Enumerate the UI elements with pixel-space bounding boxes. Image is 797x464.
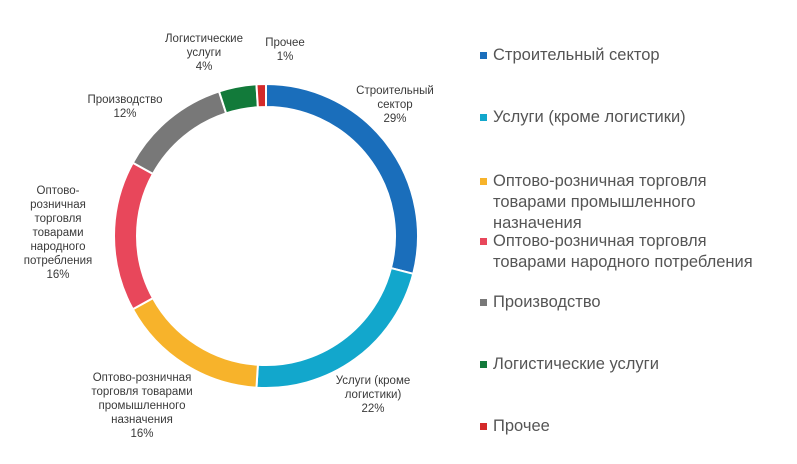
data-label-услуги-кроме-логистики: Услуги (кроме логистики) 22%	[336, 375, 411, 415]
legend-label: Производство	[493, 293, 601, 311]
donut-slices	[113, 82, 419, 389]
data-label-прочее: Прочее 1%	[265, 37, 305, 63]
legend-item-производство: Производство	[480, 293, 601, 311]
legend-label: Строительный сектор	[493, 46, 660, 64]
slice-прочее	[255, 82, 267, 109]
legend-label: Прочее	[493, 417, 550, 435]
legend-item-оптово-розничная-торговля-товарами-промышленного-назначения: Оптово-розничная торговля товарами промыш…	[480, 172, 707, 232]
legend-label: Логистические услуги	[493, 355, 659, 373]
legend-item-прочее: Прочее	[480, 417, 550, 435]
legend-marker	[480, 423, 487, 430]
legend-item-оптово-розничная-торговля-товарами-народного-потребления: Оптово-розничная торговля товарами народн…	[480, 232, 753, 271]
legend-marker	[480, 299, 487, 306]
slice-услуги-кроме-логистики	[255, 266, 415, 389]
data-label-строительный-сектор: Строительный сектор 29%	[356, 85, 434, 125]
data-label-производство: Производство 12%	[88, 94, 163, 120]
legend-marker	[480, 114, 487, 121]
slice-логистические-услуги	[217, 83, 259, 115]
data-label-оптово-розничная-торговля-товарами-народного-потребления: Оптово-розничная торговля товарами народног…	[24, 185, 92, 281]
legend-item-строительный-сектор: Строительный сектор	[480, 46, 660, 64]
data-labels: Строительный сектор 29% Услуги (кроме логист…	[24, 33, 434, 440]
legend-marker	[480, 178, 487, 185]
legend-item-услуги-кроме-логистики: Услуги (кроме логистики)	[480, 108, 686, 126]
data-label-оптово-розничная-торговля-товарами-промышленного-назначения: Оптово-розничная торговля товарами промышл…	[91, 372, 192, 440]
legend-label: Оптово-розничная торговля товарами промыш…	[493, 172, 707, 232]
legend-label: Оптово-розничная торговля товарами народн…	[493, 232, 753, 271]
slice-оптово-розничная-торговля-товарами-народного-потребления	[113, 161, 155, 311]
legend-marker	[480, 238, 487, 245]
data-label-логистические-услуги: Логистические услуги 4%	[165, 33, 243, 73]
legend-marker	[480, 361, 487, 368]
legend-marker	[480, 52, 487, 59]
legend-label: Услуги (кроме логистики)	[493, 108, 686, 126]
legend-item-логистические-услуги: Логистические услуги	[480, 355, 659, 373]
legend: Строительный сектор Услуги (кроме логисти…	[480, 46, 753, 435]
